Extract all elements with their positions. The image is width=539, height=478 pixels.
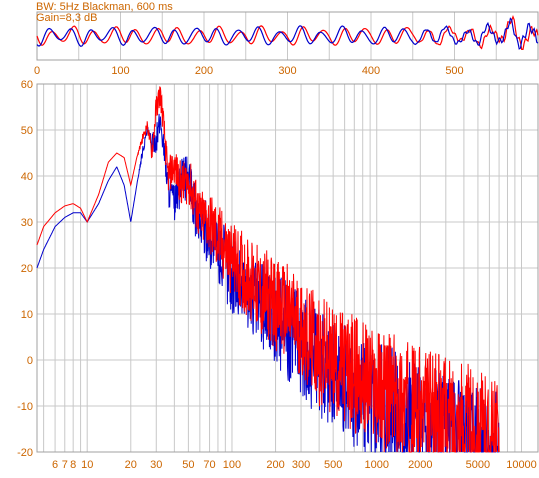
spectrum-y-tick-label: -10 [17, 401, 33, 413]
spectrum-x-tick-label: 2000 [408, 459, 432, 471]
spectrum-y-tick-label: 30 [21, 217, 33, 229]
waveform-series-red [36, 14, 539, 51]
spectrum-x-tick-label: 70 [203, 459, 215, 471]
waveform-x-tick-label: 200 [195, 65, 213, 77]
spectrum-x-tick-label: 7 [62, 459, 68, 471]
gain-label: Gain=8,3 dB [36, 12, 98, 24]
spectrum-x-tick-label: 6 [52, 459, 58, 471]
waveform-x-ticks: 0 100 200 300 400 500 [34, 65, 464, 77]
spectrum-y-tick-label: 10 [21, 309, 33, 321]
waveform-x-tick-label: 0 [34, 65, 40, 77]
waveform-x-tick-label: 500 [445, 65, 463, 77]
spectrum-y-tick-label: 0 [27, 355, 33, 367]
waveform-x-tick-label: 100 [111, 65, 129, 77]
spectrum-y-tick-label: 60 [21, 79, 33, 91]
waveform-series-blue [36, 17, 539, 50]
spectrum-x-tick-label: 5000 [466, 459, 490, 471]
spectrum-y-tick-label: 50 [21, 125, 33, 137]
spectrum-y-tick-label: -20 [17, 447, 33, 459]
spectrum-series-red [36, 86, 500, 453]
waveform-x-tick-label: 300 [278, 65, 296, 77]
spectrum-x-tick-label: 500 [324, 459, 342, 471]
spectrum-x-tick-label: 300 [292, 459, 310, 471]
waveform-series [36, 14, 539, 51]
spectrum-x-tick-label: 100 [223, 459, 241, 471]
spectrum-x-tick-label: 200 [266, 459, 284, 471]
spectrum-y-ticks: 60 50 40 30 20 10 0 -10 -20 [17, 79, 33, 459]
spectrum-x-tick-label: 10 [81, 459, 93, 471]
spectrum-series [36, 86, 500, 453]
spectrum-x-tick-label: 20 [125, 459, 137, 471]
waveform-x-tick-label: 400 [362, 65, 380, 77]
spectrum-x-tick-label: 10000 [506, 459, 537, 471]
spectrum-x-tick-label: 1000 [364, 459, 388, 471]
spectrum-x-tick-label: 8 [70, 459, 76, 471]
spectrum-y-tick-label: 20 [21, 263, 33, 275]
spectrum-x-ticks: 6 7 8 10 20 30 50 70 100 200 300 500 1000 2000 5000 100… [52, 459, 537, 471]
filter-bandwidth-label: BW: 5Hz Blackman, 600 ms [36, 1, 173, 13]
spectrum-y-tick-label: 40 [21, 171, 33, 183]
spectrum-x-tick-label: 30 [150, 459, 162, 471]
spectrum-x-tick-label: 50 [182, 459, 194, 471]
